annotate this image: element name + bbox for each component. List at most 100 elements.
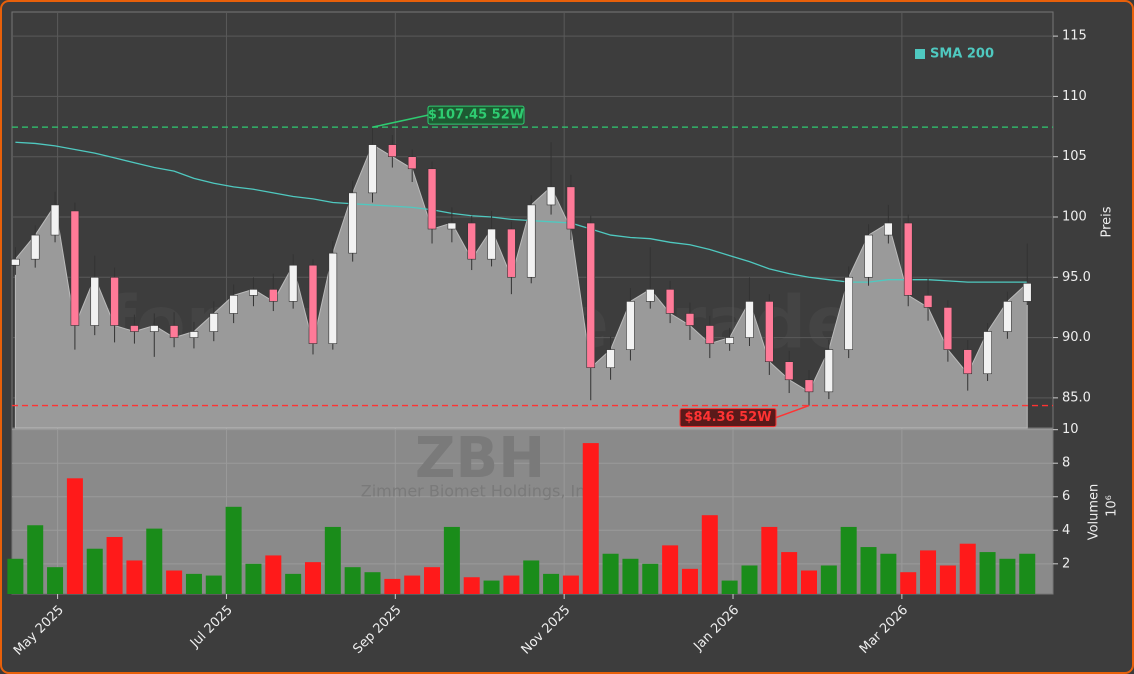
annotation-box [679,408,777,428]
volume-bar [245,563,262,594]
candle-body [903,222,913,296]
volume-bar [761,526,778,594]
volume-bar [344,567,361,594]
candle-body [149,325,159,332]
candle-body [328,252,338,344]
candle-body [804,379,814,393]
candle-body [487,228,496,260]
volume-bar [324,526,341,594]
y-tick-label: 100 [1062,209,1087,224]
volume-bar [979,552,996,594]
volume-bar [562,575,579,594]
volume-bar [443,526,460,594]
candle-body [30,234,40,260]
candle-body [824,349,834,393]
candle-body [507,228,516,278]
candle-body [50,204,60,236]
candle-body [983,331,992,375]
candle-body [407,156,417,170]
candle-body [645,289,655,302]
volume-bar [523,560,540,594]
candle-body [745,301,754,338]
candle-body [427,168,437,230]
volume-bar [364,572,381,594]
volume-bar [741,565,758,594]
volume-bar [66,478,83,594]
y-tick-label: 110 [1062,89,1087,104]
candle-body [526,204,536,278]
candle-body [884,222,893,236]
volume-bar [820,565,837,594]
candle-body [229,295,238,314]
candle-body [70,210,80,326]
volume-bar [622,558,639,594]
volume-bar [880,553,897,594]
candle-body [705,325,715,344]
y-tick-label: 90.0 [1062,330,1091,345]
volume-bar [27,525,44,594]
volume-bar [126,560,143,594]
annotation-arrow [775,404,810,419]
legend-label: SMA 200 [930,47,994,62]
y-axis-unit: 10⁶ [1105,495,1120,517]
candle-body [189,331,199,338]
volume-bar [1019,553,1036,594]
volume-bar [939,565,956,594]
candle-body [368,144,377,194]
volume-bar [106,536,123,594]
candle-body [348,192,357,254]
volume-bar [721,580,738,594]
volume-bar [543,573,560,594]
candle-body [566,186,576,230]
sma-line [15,141,1028,283]
volume-bar [900,572,917,594]
candle-body [308,264,318,344]
candle-body [765,301,774,362]
y-tick-label: 115 [1062,29,1087,44]
y-tick-label: 85.0 [1062,390,1091,405]
volume-bar [146,528,163,594]
company-watermark: ZBH [415,426,545,491]
candle-body [110,276,119,326]
annotation-box [427,105,525,125]
annotation-label: $107.45 52W [428,108,524,123]
candle-body [388,144,397,157]
volume-bar [999,558,1016,594]
y-tick-label: 105 [1062,149,1087,164]
volume-bar [840,526,857,594]
volume-bar [781,552,798,594]
candle-body [249,289,258,296]
y-tick-label: 6 [1062,489,1070,504]
legend-swatch [915,49,925,59]
volume-bar [404,575,421,594]
annotation-label: $84.36 52W [684,410,771,425]
volume-bar [463,577,480,594]
volume-bar [424,567,441,594]
volume-bar [304,562,321,594]
candle-body [209,313,219,332]
volume-bar [225,506,242,594]
candle-body [447,222,457,230]
candle-body [546,186,556,206]
candle-body [864,234,873,278]
volume-bar [701,515,718,594]
candle-body [130,325,139,332]
candle-body [626,301,635,350]
volume-bar [185,573,202,594]
volume-bar [860,547,877,594]
volume-bar [166,570,183,594]
candle-body [943,307,953,350]
annotation-arrow [372,114,429,128]
candle-body [725,337,734,344]
candle-body [169,325,179,338]
candle-body [784,361,794,381]
volume-bar [920,550,937,594]
candle-body [1022,283,1032,302]
volume-bar [483,580,500,594]
volume-bar [384,578,401,594]
y-tick-label: 95.0 [1062,270,1091,285]
candle-body [1003,301,1012,332]
company-watermark: Zimmer Biomet Holdings, Inc. [361,482,600,501]
y-tick-label: 2 [1062,556,1070,571]
